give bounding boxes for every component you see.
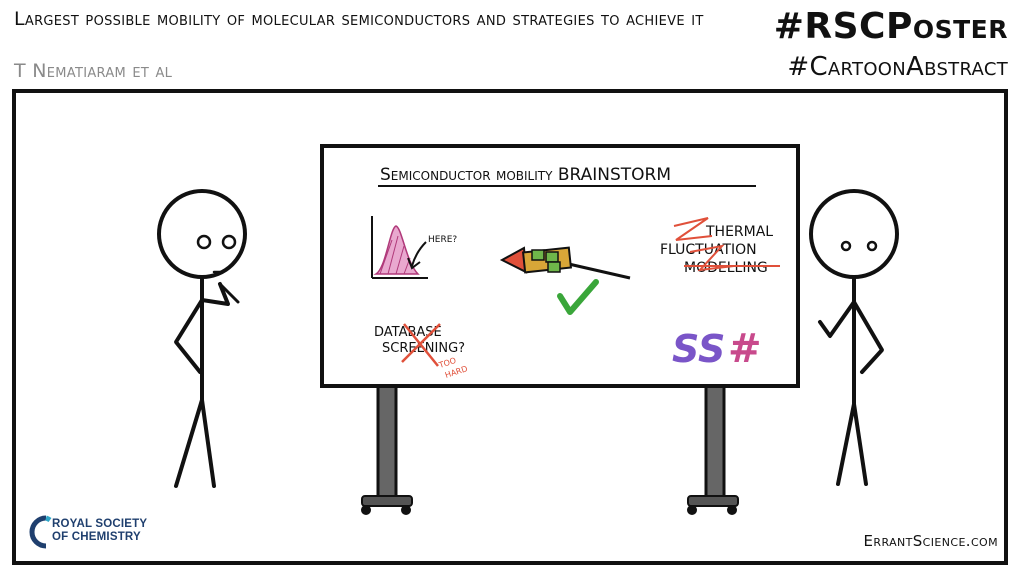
note-line-3: MODELLING: [684, 260, 768, 276]
rsc-logo-line-2: OF CHEMISTRY: [52, 531, 141, 543]
rsc-logo-text: ROYAL SOCIETY OF CHEMISTRY: [52, 518, 147, 544]
plot-note: HERE?: [428, 235, 457, 245]
whiteboard-heading: Semiconductor mobility BRAINSTORM: [380, 165, 671, 185]
rocket-sketch: [499, 246, 631, 280]
poster-title: Largest possible mobility of molecular s…: [14, 8, 704, 30]
green-checkmark: [557, 279, 599, 315]
errantscience-link[interactable]: ErrantScience.com: [863, 532, 998, 550]
thermal-fluctuation-note: THERMAL FLUCTUATION MODELLING: [660, 217, 780, 276]
note-line-1: THERMAL: [705, 224, 773, 240]
hashtag-cartoonabstract: #CartoonAbstract: [787, 52, 1008, 82]
database-line-1: DATABASE: [374, 325, 442, 340]
hash-symbol: #: [728, 326, 762, 372]
whiteboard-stand: [361, 378, 739, 515]
poster-authors: T Nematiaram et al: [14, 60, 173, 82]
ss-symbol: SS: [672, 327, 725, 371]
distribution-plot: HERE?: [371, 216, 457, 279]
hashtag-rscposter: #RSCPoster: [773, 6, 1008, 47]
rsc-logo-icon: [29, 515, 52, 549]
right-stick-figure: [809, 189, 899, 486]
note-line-2: FLUCTUATION: [660, 242, 757, 258]
left-stick-figure: [157, 189, 247, 488]
rsc-logo-line-1: ROYAL SOCIETY: [52, 518, 148, 530]
database-screening-note: DATABASE SCREENING? TOO HARD: [374, 323, 469, 380]
comic-panel-frame: [12, 89, 1008, 565]
